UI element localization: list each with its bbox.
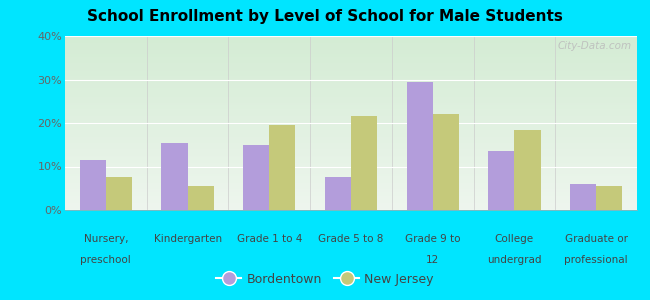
Bar xyxy=(188,186,214,210)
Bar xyxy=(325,177,351,210)
Text: 12: 12 xyxy=(426,255,439,265)
Text: Kindergarten: Kindergarten xyxy=(153,234,222,244)
Text: Grade 5 to 8: Grade 5 to 8 xyxy=(318,234,384,244)
Bar xyxy=(596,186,622,210)
Bar xyxy=(570,184,596,210)
Bar xyxy=(161,142,188,210)
Legend: Bordentown, New Jersey: Bordentown, New Jersey xyxy=(211,268,439,291)
Bar xyxy=(243,145,269,210)
Text: preschool: preschool xyxy=(81,255,131,265)
Text: City-Data.com: City-Data.com xyxy=(557,41,631,51)
Bar xyxy=(514,130,541,210)
Text: Nursery,: Nursery, xyxy=(84,234,128,244)
Text: undergrad: undergrad xyxy=(488,255,541,265)
Text: School Enrollment by Level of School for Male Students: School Enrollment by Level of School for… xyxy=(87,9,563,24)
Bar xyxy=(351,116,377,210)
Text: Graduate or: Graduate or xyxy=(565,234,628,244)
Text: Grade 1 to 4: Grade 1 to 4 xyxy=(237,234,302,244)
Bar xyxy=(488,151,514,210)
Bar xyxy=(433,114,459,210)
Bar xyxy=(106,177,132,210)
Bar xyxy=(406,82,433,210)
Text: College: College xyxy=(495,234,534,244)
Text: professional: professional xyxy=(564,255,628,265)
Bar xyxy=(80,160,106,210)
Text: Grade 9 to: Grade 9 to xyxy=(405,234,460,244)
Bar xyxy=(269,125,296,210)
